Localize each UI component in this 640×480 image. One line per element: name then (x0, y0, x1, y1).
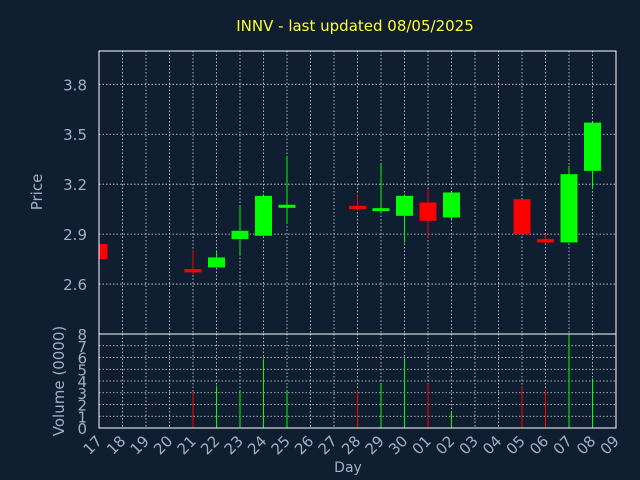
candle-body (372, 208, 390, 212)
price-tick-label: 3.2 (63, 176, 87, 194)
candle-body (278, 204, 296, 208)
candle-body (419, 202, 437, 221)
candle-body (231, 230, 249, 240)
x-axis-label: Day (334, 460, 362, 476)
volume-tick-label: 0 (77, 420, 87, 438)
volume-axis-label: Volume (0000) (50, 326, 68, 436)
candle-body (443, 192, 460, 218)
volume-tick-label: 2 (77, 397, 87, 415)
price-tick-label: 2.6 (63, 276, 87, 294)
volume-tick-label: 5 (77, 361, 87, 379)
volume-panel-frame (98, 333, 617, 429)
volume-tick-label: 1 (77, 408, 87, 426)
price-tick-label: 3.5 (63, 126, 87, 144)
price-tick-label: 2.9 (63, 226, 87, 244)
candle-body (208, 257, 225, 268)
price-axis-ticks: 2.6 2.9 3.2 3.5 3.8 (63, 76, 87, 294)
chart-title: INNV - last updated 08/05/2025 (236, 17, 474, 35)
price-candles (98, 122, 601, 275)
volume-tick-label: 4 (77, 373, 87, 391)
volume-tick-label: 3 (77, 385, 87, 403)
volume-tick-label: 8 (77, 326, 87, 344)
price-tick-label: 3.8 (63, 76, 87, 94)
candle-body (560, 174, 578, 243)
candle-body (349, 205, 366, 210)
volume-bars (192, 334, 593, 428)
x-axis-ticks: 1718192021222324252627282930010203040506… (80, 432, 623, 458)
price-axis-label: Price (28, 174, 46, 211)
volume-tick-label: 6 (77, 350, 87, 368)
candle-body (255, 195, 272, 236)
candle-body (396, 195, 413, 216)
volume-tick-label: 7 (77, 338, 87, 356)
candle-body (99, 244, 108, 260)
candle-body (513, 199, 531, 235)
candle-body (184, 269, 202, 273)
candle-body (584, 122, 601, 171)
candle-body (537, 239, 554, 243)
